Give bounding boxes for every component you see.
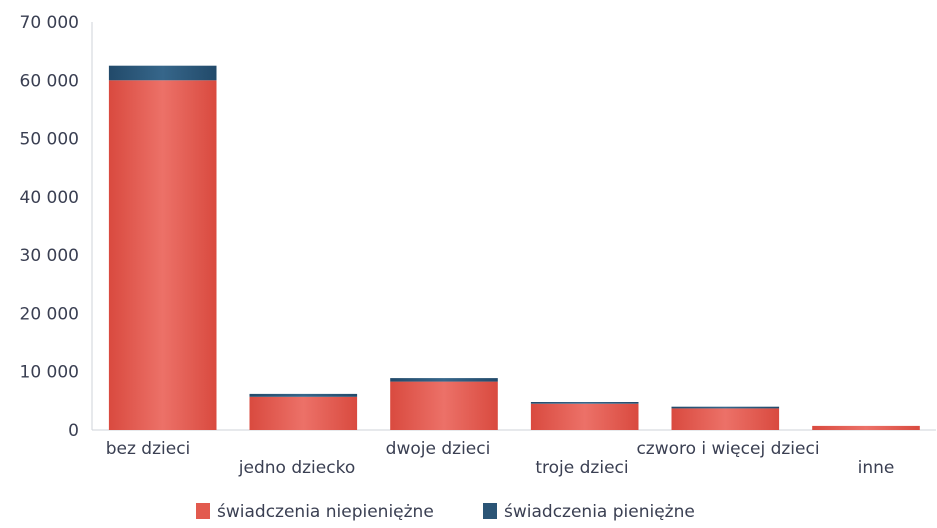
x-axis-labels: bez dzieci jedno dziecko dwoje dzieci troje… [106,439,895,478]
bar-niepieniezne [812,425,920,430]
bars-group [108,65,920,431]
bar-pieniezne [530,402,639,404]
x-tick-label: czworo i więcej dzieci [636,439,819,459]
y-tick-label: 60 000 [20,71,79,91]
bar-pieniezne [390,378,498,382]
bar-pieniezne [108,65,217,81]
x-tick-label: bez dzieci [106,439,191,459]
x-tick-label: troje dzieci [535,458,628,478]
x-tick-label: inne [858,458,895,478]
x-tick-label: dwoje dzieci [386,439,491,459]
legend-swatch [196,503,210,519]
bar-niepieniezne [671,408,780,430]
bar-niepieniezne [108,80,217,431]
legend-label: świadczenia pieniężne [504,502,695,522]
bar-niepieniezne [530,403,639,430]
bar-niepieniezne [249,396,358,430]
legend-swatch [483,503,497,519]
y-tick-label: 70 000 [20,13,79,33]
y-tick-label: 50 000 [20,130,79,150]
bar-niepieniezne [390,381,498,430]
bar-pieniezne [671,406,780,409]
bar-pieniezne [249,393,358,397]
y-tick-label: 10 000 [20,363,79,383]
y-tick-label: 20 000 [20,304,79,324]
y-axis-ticks: 0 10 000 20 000 30 000 40 000 50 000 60 000 70 … [20,13,79,441]
y-tick-label: 40 000 [20,188,79,208]
x-tick-label: jedno dziecko [238,458,355,478]
legend: świadczenia niepieniężne świadczenia pien… [196,502,695,522]
y-tick-label: 0 [68,421,79,441]
legend-label: świadczenia niepieniężne [217,502,434,522]
y-tick-label: 30 000 [20,246,79,266]
